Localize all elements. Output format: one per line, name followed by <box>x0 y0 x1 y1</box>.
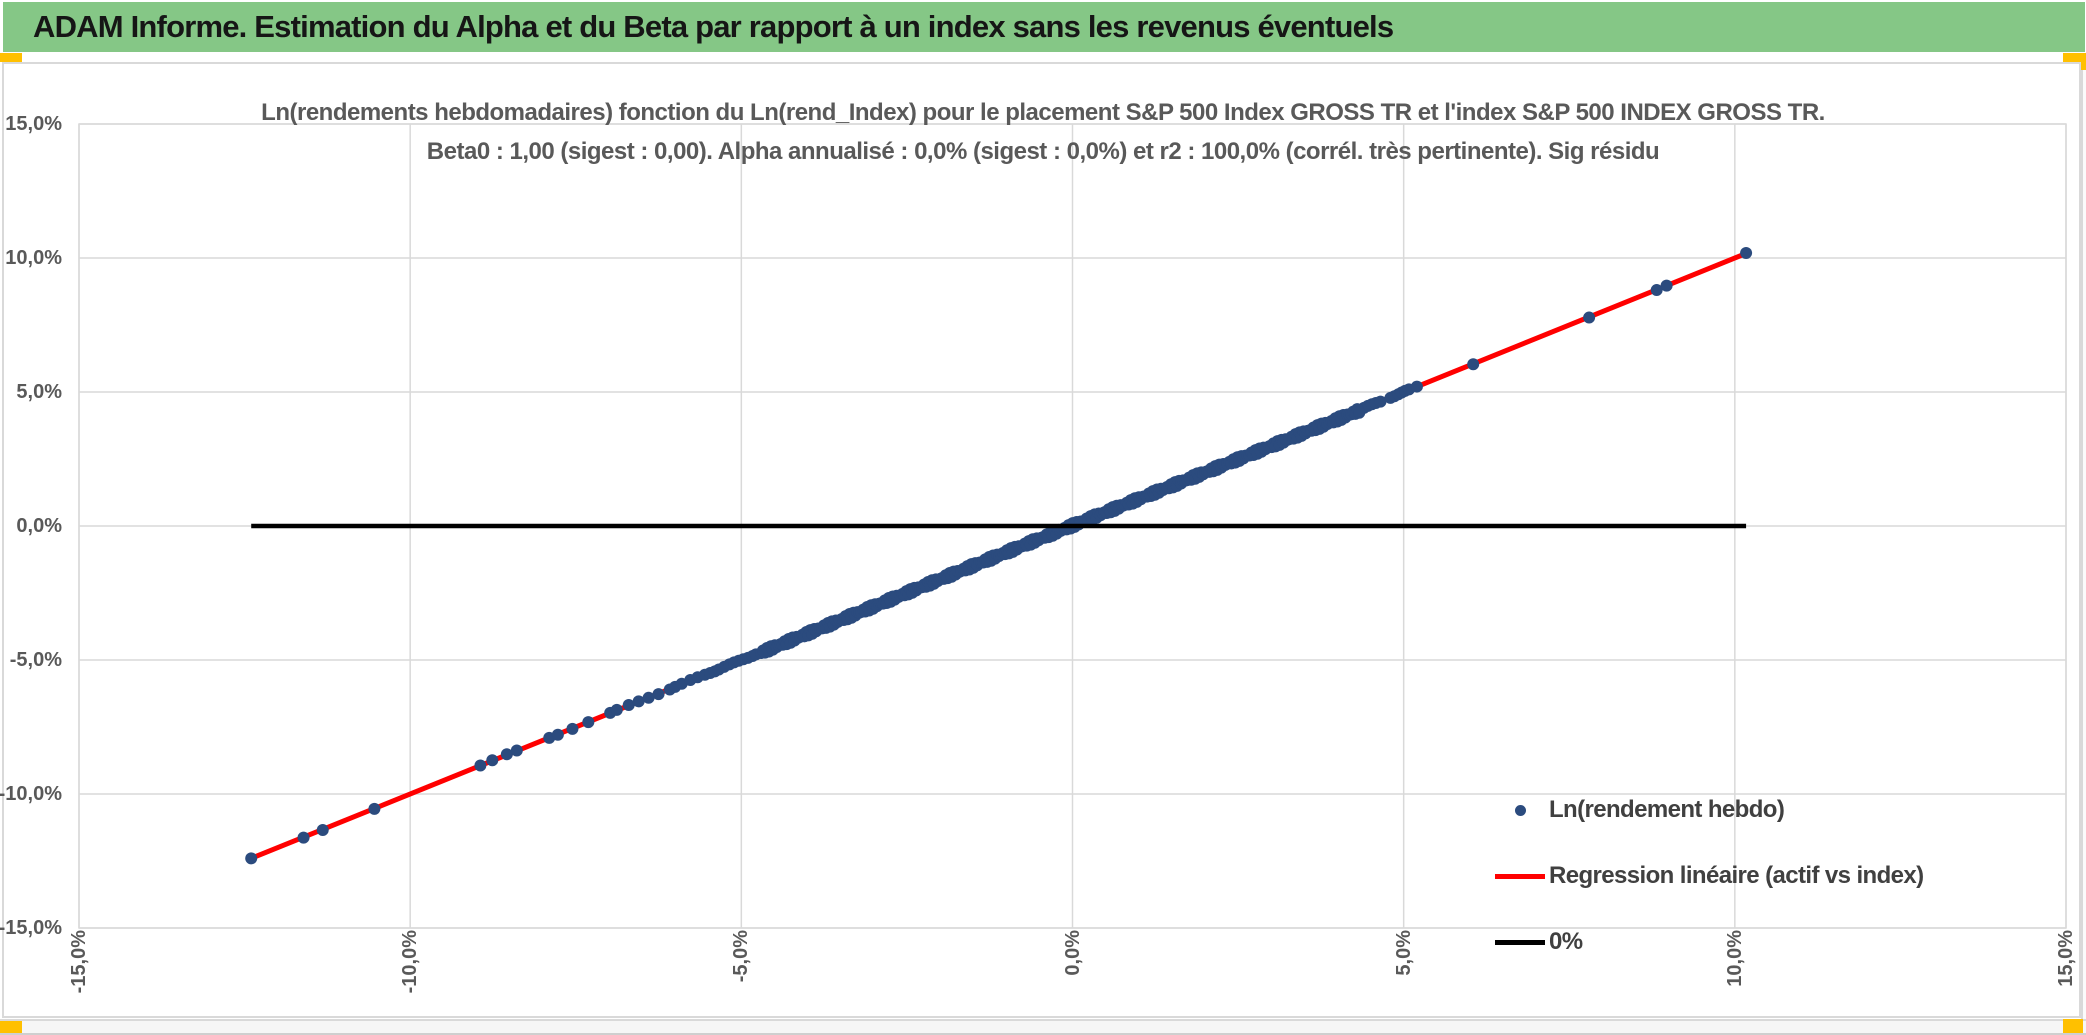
x-axis-tick-label: 0,0% <box>1061 930 1084 976</box>
page-title: ADAM Informe. Estimation du Alpha et du … <box>33 9 1394 44</box>
zero-line-swatch <box>1495 939 1545 945</box>
y-axis-tick-label: 15,0% <box>5 113 62 135</box>
legend-label: Regression linéaire (actif vs index) <box>1549 862 1924 889</box>
legend-item-zero: 0% <box>1488 927 1583 957</box>
y-axis-tick-label: -5,0% <box>9 649 62 671</box>
chart-title-line2: Beta0 : 1,00 (sigest : 0,00). Alpha annu… <box>426 138 1660 165</box>
header-bar: ADAM Informe. Estimation du Alpha et du … <box>3 2 2085 52</box>
scatter-point <box>642 691 655 704</box>
y-axis-tick-label: 0,0% <box>16 515 62 537</box>
regression-line-swatch <box>1495 873 1545 879</box>
x-axis-tick-label: -5,0% <box>730 930 753 983</box>
scatter-point <box>297 831 310 844</box>
scatter-point <box>500 748 513 761</box>
x-axis-tick-label: -10,0% <box>399 930 422 994</box>
scatter-point <box>551 728 564 741</box>
selection-handle-bottom-right <box>2063 1019 2083 1033</box>
scatter-point <box>1583 311 1596 324</box>
x-axis-tick-label: 5,0% <box>1392 930 1415 976</box>
scatter-point <box>582 716 595 729</box>
legend-item-regression: Regression linéaire (actif vs index) <box>1488 861 1924 891</box>
y-axis-tick-label: 10,0% <box>5 247 62 269</box>
legend: Ln(rendement hebdo) Regression linéaire … <box>1488 780 1968 980</box>
scatter-point <box>368 802 381 815</box>
scatter-point <box>486 754 499 767</box>
plot-border <box>78 123 2067 929</box>
selection-handle-top-left <box>0 53 22 62</box>
scatter-point <box>1740 247 1753 260</box>
scatter-marker-swatch <box>1515 804 1526 816</box>
y-axis-tick-label: -15,0% <box>0 917 62 939</box>
scatter-point <box>474 759 487 772</box>
y-axis-tick-label: -10,0% <box>0 783 62 805</box>
scatter-point <box>245 852 258 865</box>
scatter-point <box>1353 406 1366 419</box>
chart-title-line1: Ln(rendements hebdomadaires) fonction du… <box>261 99 1825 126</box>
scatter-point <box>1374 395 1387 408</box>
selection-handle-bottom-left <box>0 1021 22 1033</box>
legend-item-scatter: Ln(rendement hebdo) <box>1488 795 1785 825</box>
legend-label: 0% <box>1549 928 1583 955</box>
scatter-point <box>566 722 579 735</box>
scatter-point <box>1410 380 1423 393</box>
scatter-point <box>632 695 645 708</box>
y-axis-tick-label: 5,0% <box>16 381 62 403</box>
scatter-point <box>610 703 623 716</box>
scatter-point <box>1467 358 1480 371</box>
x-axis-tick-label: 15,0% <box>2055 930 2077 987</box>
scatter-point <box>652 688 665 701</box>
scatter-point <box>1660 279 1673 292</box>
scatter-point <box>316 823 329 836</box>
horizontal-scrollbar[interactable] <box>0 1019 2086 1035</box>
scatter-point <box>510 744 523 757</box>
vertical-scrollbar[interactable] <box>2081 70 2086 1019</box>
x-axis-tick-label: -15,0% <box>68 930 90 994</box>
scatter-point <box>1650 284 1663 297</box>
scatter-point <box>622 699 635 712</box>
legend-label: Ln(rendement hebdo) <box>1549 796 1785 823</box>
